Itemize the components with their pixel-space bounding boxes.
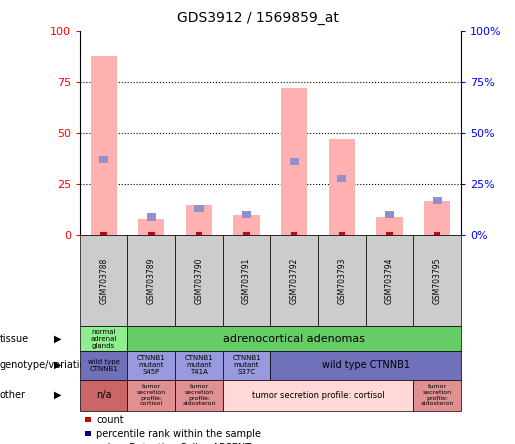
Text: GSM703790: GSM703790 xyxy=(195,258,203,304)
Text: adrenocortical adenomas: adrenocortical adenomas xyxy=(223,333,365,344)
Text: GSM703789: GSM703789 xyxy=(147,258,156,304)
Bar xyxy=(233,215,260,235)
Text: count: count xyxy=(96,415,124,424)
Bar xyxy=(138,219,164,235)
Bar xyxy=(338,232,345,235)
Text: GSM703788: GSM703788 xyxy=(99,258,108,304)
Bar xyxy=(99,156,108,163)
Text: tissue: tissue xyxy=(0,333,29,344)
Text: tumor
secretion
profile:
cortisol: tumor secretion profile: cortisol xyxy=(136,384,166,406)
Bar xyxy=(337,174,347,182)
Bar xyxy=(376,217,403,235)
Text: CTNNB1
mutant
S37C: CTNNB1 mutant S37C xyxy=(232,355,261,375)
Text: tumor secretion profile: cortisol: tumor secretion profile: cortisol xyxy=(252,391,384,400)
Text: wild type
CTNNB1: wild type CTNNB1 xyxy=(88,359,119,372)
Text: other: other xyxy=(0,390,26,400)
Text: GDS3912 / 1569859_at: GDS3912 / 1569859_at xyxy=(177,11,338,25)
Text: ▶: ▶ xyxy=(54,360,62,370)
Text: tumor
secretion
profile:
aldosteron: tumor secretion profile: aldosteron xyxy=(420,384,454,406)
Bar xyxy=(386,232,393,235)
Text: tumor
secretion
profile:
aldosteron: tumor secretion profile: aldosteron xyxy=(182,384,216,406)
Bar xyxy=(100,232,107,235)
Bar xyxy=(329,139,355,235)
Bar xyxy=(424,201,450,235)
Text: value, Detection Call = ABSENT: value, Detection Call = ABSENT xyxy=(96,443,251,444)
Text: wild type CTNNB1: wild type CTNNB1 xyxy=(322,360,409,370)
Bar xyxy=(433,197,442,204)
Text: GSM703793: GSM703793 xyxy=(337,258,346,304)
Bar xyxy=(242,211,251,218)
Text: CTNNB1
mutant
T41A: CTNNB1 mutant T41A xyxy=(184,355,213,375)
Bar xyxy=(91,56,117,235)
Text: GSM703791: GSM703791 xyxy=(242,258,251,304)
Text: CTNNB1
mutant
S45P: CTNNB1 mutant S45P xyxy=(137,355,166,375)
Bar xyxy=(289,158,299,165)
Bar xyxy=(291,232,298,235)
Text: GSM703795: GSM703795 xyxy=(433,258,441,304)
Bar xyxy=(196,232,202,235)
Bar xyxy=(281,88,307,235)
Bar xyxy=(385,211,394,218)
Bar xyxy=(194,205,203,212)
Text: percentile rank within the sample: percentile rank within the sample xyxy=(96,429,261,439)
Text: GSM703792: GSM703792 xyxy=(290,258,299,304)
Bar xyxy=(186,205,212,235)
Text: GSM703794: GSM703794 xyxy=(385,258,394,304)
Bar xyxy=(147,214,156,221)
Text: normal
adrenal
glands: normal adrenal glands xyxy=(91,329,117,349)
Bar xyxy=(434,232,440,235)
Text: n/a: n/a xyxy=(96,390,111,400)
Bar xyxy=(243,232,250,235)
Text: ▶: ▶ xyxy=(54,333,62,344)
Bar xyxy=(148,232,154,235)
Text: ▶: ▶ xyxy=(54,390,62,400)
Text: genotype/variation: genotype/variation xyxy=(0,360,93,370)
